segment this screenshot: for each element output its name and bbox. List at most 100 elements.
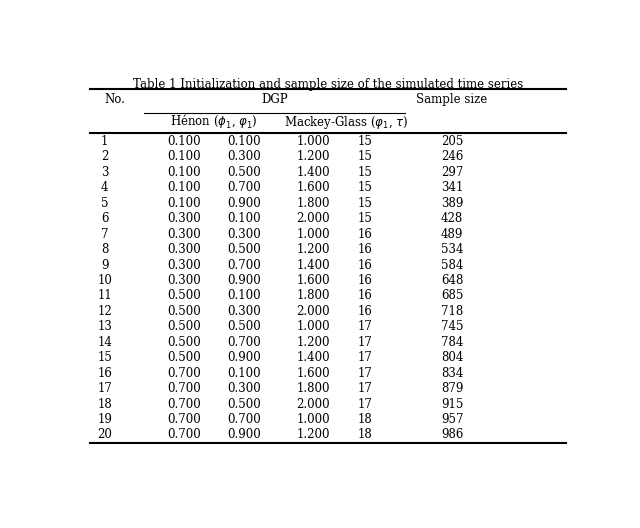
Text: 0.100: 0.100 — [167, 135, 201, 148]
Text: 15: 15 — [358, 150, 372, 163]
Text: 0.100: 0.100 — [227, 135, 260, 148]
Text: 205: 205 — [441, 135, 463, 148]
Text: 17: 17 — [358, 366, 372, 380]
Text: 1.800: 1.800 — [296, 382, 330, 395]
Text: 9: 9 — [101, 259, 109, 271]
Text: 3: 3 — [101, 166, 109, 179]
Text: 16: 16 — [358, 305, 372, 318]
Text: 0.700: 0.700 — [167, 398, 201, 411]
Text: 389: 389 — [441, 197, 463, 210]
Text: 17: 17 — [97, 382, 112, 395]
Text: 1.200: 1.200 — [296, 243, 330, 256]
Text: Sample size: Sample size — [417, 93, 488, 107]
Text: 1.800: 1.800 — [296, 197, 330, 210]
Text: 834: 834 — [441, 366, 463, 380]
Text: 19: 19 — [97, 413, 112, 426]
Text: 0.300: 0.300 — [167, 228, 201, 241]
Text: 1.200: 1.200 — [296, 428, 330, 441]
Text: H$\mathregular{\acute{e}}$non ($\phi_1$, $\varphi_1$): H$\mathregular{\acute{e}}$non ($\phi_1$,… — [170, 114, 258, 131]
Text: 15: 15 — [358, 212, 372, 225]
Text: 14: 14 — [97, 336, 112, 349]
Text: 0.700: 0.700 — [167, 413, 201, 426]
Text: 0.700: 0.700 — [167, 428, 201, 441]
Text: 13: 13 — [97, 320, 112, 333]
Text: 15: 15 — [358, 135, 372, 148]
Text: 7: 7 — [101, 228, 109, 241]
Text: 17: 17 — [358, 320, 372, 333]
Text: 0.700: 0.700 — [167, 382, 201, 395]
Text: 15: 15 — [97, 351, 112, 364]
Text: 1.800: 1.800 — [296, 289, 330, 303]
Text: 986: 986 — [441, 428, 463, 441]
Text: 0.700: 0.700 — [227, 181, 260, 194]
Text: 1.600: 1.600 — [296, 366, 330, 380]
Text: 20: 20 — [97, 428, 112, 441]
Text: 1.400: 1.400 — [296, 351, 330, 364]
Text: 297: 297 — [441, 166, 463, 179]
Text: 489: 489 — [441, 228, 463, 241]
Text: 648: 648 — [441, 274, 463, 287]
Text: 16: 16 — [358, 228, 372, 241]
Text: 1.000: 1.000 — [296, 135, 330, 148]
Text: 16: 16 — [97, 366, 112, 380]
Text: 1.600: 1.600 — [296, 274, 330, 287]
Text: 0.700: 0.700 — [227, 336, 260, 349]
Text: 17: 17 — [358, 398, 372, 411]
Text: 0.500: 0.500 — [167, 305, 201, 318]
Text: 0.100: 0.100 — [167, 197, 201, 210]
Text: 5: 5 — [101, 197, 109, 210]
Text: 784: 784 — [441, 336, 463, 349]
Text: 0.100: 0.100 — [227, 366, 260, 380]
Text: 0.700: 0.700 — [227, 413, 260, 426]
Text: 16: 16 — [358, 274, 372, 287]
Text: 0.300: 0.300 — [167, 259, 201, 271]
Text: 18: 18 — [358, 428, 372, 441]
Text: 879: 879 — [441, 382, 463, 395]
Text: 1.000: 1.000 — [296, 320, 330, 333]
Text: 1.600: 1.600 — [296, 181, 330, 194]
Text: 16: 16 — [358, 289, 372, 303]
Text: 4: 4 — [101, 181, 109, 194]
Text: 2.000: 2.000 — [296, 212, 330, 225]
Text: 1.400: 1.400 — [296, 166, 330, 179]
Text: 0.500: 0.500 — [167, 336, 201, 349]
Text: 745: 745 — [441, 320, 463, 333]
Text: 0.500: 0.500 — [227, 320, 260, 333]
Text: 534: 534 — [441, 243, 463, 256]
Text: 1.200: 1.200 — [296, 150, 330, 163]
Text: 0.900: 0.900 — [227, 274, 260, 287]
Text: 12: 12 — [97, 305, 112, 318]
Text: 804: 804 — [441, 351, 463, 364]
Text: 8: 8 — [101, 243, 109, 256]
Text: 1.000: 1.000 — [296, 413, 330, 426]
Text: 15: 15 — [358, 181, 372, 194]
Text: 17: 17 — [358, 382, 372, 395]
Text: 17: 17 — [358, 336, 372, 349]
Text: Table 1 Initialization and sample size of the simulated time series: Table 1 Initialization and sample size o… — [133, 78, 523, 91]
Text: 11: 11 — [97, 289, 112, 303]
Text: 0.100: 0.100 — [167, 166, 201, 179]
Text: 1.000: 1.000 — [296, 228, 330, 241]
Text: 18: 18 — [97, 398, 112, 411]
Text: 6: 6 — [101, 212, 109, 225]
Text: 0.300: 0.300 — [227, 305, 260, 318]
Text: 0.100: 0.100 — [167, 150, 201, 163]
Text: 0.100: 0.100 — [227, 289, 260, 303]
Text: 915: 915 — [441, 398, 463, 411]
Text: 0.500: 0.500 — [227, 398, 260, 411]
Text: 0.300: 0.300 — [167, 212, 201, 225]
Text: 0.300: 0.300 — [227, 382, 260, 395]
Text: 2.000: 2.000 — [296, 398, 330, 411]
Text: 0.100: 0.100 — [167, 181, 201, 194]
Text: No.: No. — [105, 93, 125, 107]
Text: 0.300: 0.300 — [227, 228, 260, 241]
Text: 0.700: 0.700 — [167, 366, 201, 380]
Text: 0.500: 0.500 — [167, 351, 201, 364]
Text: 1: 1 — [101, 135, 109, 148]
Text: 15: 15 — [358, 197, 372, 210]
Text: 0.500: 0.500 — [167, 289, 201, 303]
Text: 0.500: 0.500 — [227, 243, 260, 256]
Text: 0.100: 0.100 — [227, 212, 260, 225]
Text: 341: 341 — [441, 181, 463, 194]
Text: 0.500: 0.500 — [167, 320, 201, 333]
